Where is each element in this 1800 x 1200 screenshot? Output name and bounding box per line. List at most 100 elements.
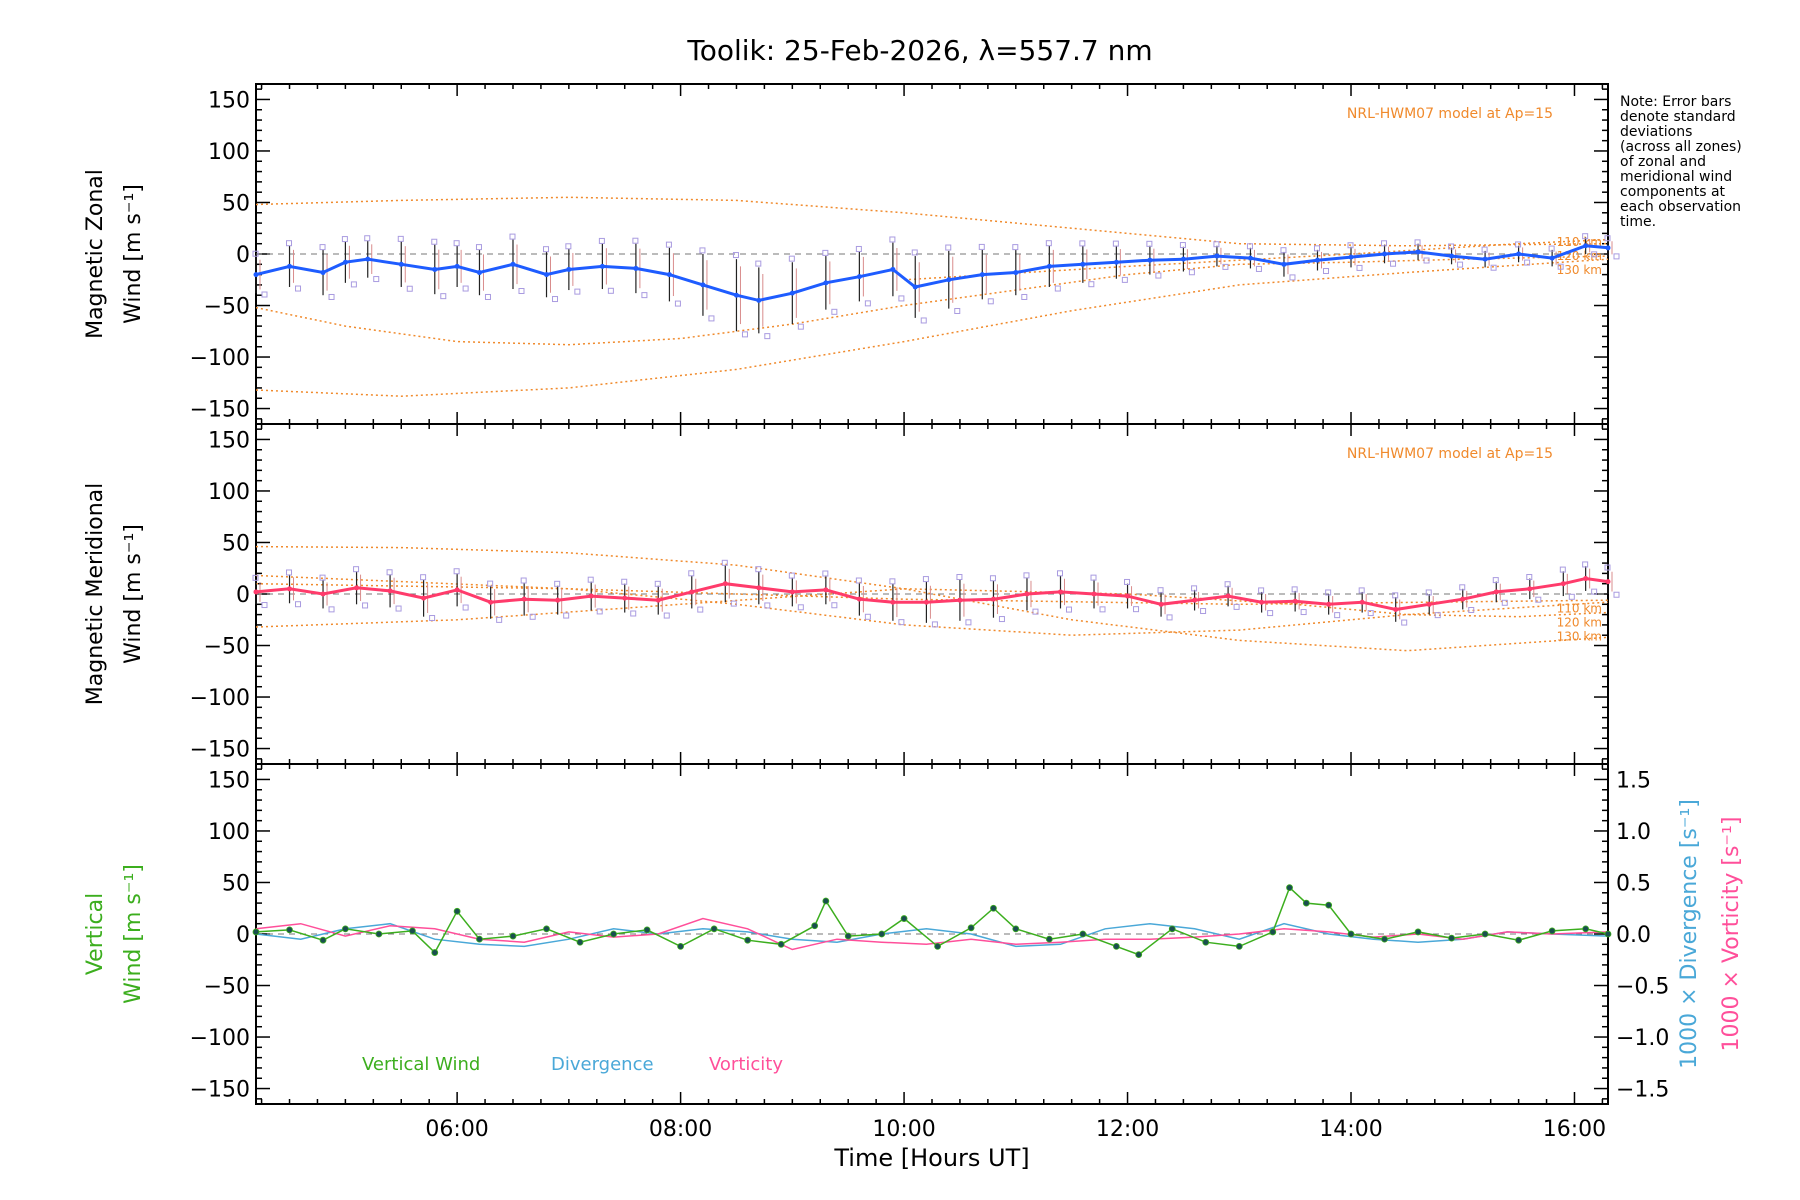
zone-marker xyxy=(328,606,335,613)
zone-marker xyxy=(1088,281,1095,288)
zone-marker xyxy=(1481,246,1488,253)
zone-marker xyxy=(319,244,326,251)
meridional-wind-point xyxy=(488,599,494,605)
zone-marker xyxy=(1492,577,1499,584)
meridional-wind-point xyxy=(1225,593,1231,599)
zonal-wind-point xyxy=(599,263,605,269)
vertical-wind-point xyxy=(1112,942,1120,950)
zone-marker xyxy=(1032,608,1039,615)
vertical-wind-point xyxy=(1235,942,1243,950)
vertical-wind-point xyxy=(811,922,819,930)
zone-marker xyxy=(864,613,871,620)
zone-marker xyxy=(708,315,715,322)
zone-marker xyxy=(822,249,829,256)
zonal-wind-point xyxy=(666,272,672,278)
vertical-wind-point xyxy=(252,928,260,936)
zone-marker xyxy=(788,572,795,579)
zonal-wind-point xyxy=(1080,261,1086,267)
zone-marker xyxy=(397,235,404,242)
note-line: each observation xyxy=(1620,199,1742,215)
zone-marker xyxy=(1425,589,1432,596)
zone-marker xyxy=(543,246,550,253)
zone-marker xyxy=(1356,264,1363,271)
x-tick-label: 06:00 xyxy=(425,1117,488,1142)
zone-marker xyxy=(632,237,639,244)
zonal-wind-point xyxy=(544,272,550,278)
meridional-wind-point xyxy=(923,599,929,605)
meridional-wind-point xyxy=(1583,576,1589,582)
vertical-wind-point xyxy=(1604,930,1612,938)
meridional-wind-point xyxy=(521,596,527,602)
meridional-wind-point xyxy=(354,585,360,591)
right-y-tick-label: 1.5 xyxy=(1616,768,1651,793)
divergence-line xyxy=(255,922,1609,948)
zone-marker xyxy=(520,577,527,584)
zone-marker xyxy=(1267,610,1274,617)
zone-marker xyxy=(475,244,482,251)
y-tick-label: 0 xyxy=(236,923,250,948)
meridional-wind-point xyxy=(1560,581,1566,587)
chart-title: Toolik: 25-Feb-2026, λ=557.7 nm xyxy=(686,34,1152,67)
zone-marker xyxy=(922,576,929,583)
legend-vorticity: Vorticity xyxy=(709,1054,783,1075)
vertical-wind-point xyxy=(777,940,785,948)
legend-vertical-wind: Vertical Wind xyxy=(362,1054,480,1075)
zone-marker xyxy=(1448,243,1455,250)
zone-marker xyxy=(889,578,896,585)
meridional-wind-point xyxy=(957,597,963,603)
zone-marker xyxy=(1056,570,1063,577)
zonal-wind-point xyxy=(476,270,482,276)
zone-marker xyxy=(440,293,447,300)
vertical-wind-point xyxy=(934,942,941,950)
meridional-wind-point xyxy=(890,599,896,605)
meridional-wind-point xyxy=(1359,599,1365,605)
zone-marker xyxy=(788,255,795,262)
zone-marker xyxy=(855,577,862,584)
zone-marker xyxy=(1289,274,1296,281)
zone-marker xyxy=(1166,614,1173,621)
zone-marker xyxy=(721,559,728,566)
zone-marker xyxy=(362,602,369,609)
vertical-wind-point xyxy=(576,938,584,946)
zone-marker xyxy=(764,333,771,340)
panel-vertical: −150 −100 −50 0 50 100 150 −1.5 −1.0 −0.5 0.0 0.5 1.… xyxy=(190,764,1669,1104)
vertical-wind-point xyxy=(1286,884,1293,892)
zonal-wind-point xyxy=(789,290,795,296)
zone-marker xyxy=(1468,606,1475,613)
zone-marker xyxy=(732,252,739,259)
x-tick-labels: 06:00 08:00 10:00 12:00 14:00 16:00 xyxy=(425,1117,1606,1142)
zonal-wind-point xyxy=(946,277,952,283)
zone-marker xyxy=(764,602,771,609)
meridional-wind-point xyxy=(1125,593,1131,599)
zone-marker xyxy=(261,291,268,298)
vertical-wind-point xyxy=(1045,935,1053,943)
zone-marker xyxy=(1582,233,1589,240)
y-tick-label: −150 xyxy=(190,1078,250,1103)
meridional-wind-point xyxy=(320,591,326,597)
meridional-wind-point xyxy=(1460,596,1466,602)
note-line: time. xyxy=(1620,214,1657,230)
vertical-wind-point xyxy=(1515,936,1523,944)
zone-marker xyxy=(453,240,460,247)
vertical-wind-point xyxy=(1302,899,1310,907)
meridional-wind-point xyxy=(454,587,460,593)
meridional-wind-point xyxy=(253,589,259,595)
zonal-wind-point xyxy=(1583,243,1589,249)
y-tick-label: 0 xyxy=(236,243,250,268)
vertical-wind-point xyxy=(900,915,908,922)
zonal-wind-line xyxy=(255,244,1609,302)
vertical-wind-point xyxy=(1202,938,1210,946)
zonal-wind-point xyxy=(912,284,918,290)
meridional-wind-point xyxy=(1024,591,1030,597)
zone-marker xyxy=(965,619,972,626)
zone-marker xyxy=(1414,239,1421,246)
zonal-wind-point xyxy=(320,270,326,276)
zone-marker xyxy=(1121,276,1128,283)
vertical-wind-point xyxy=(1168,925,1176,933)
zone-marker xyxy=(741,331,748,338)
meridional-wind-point xyxy=(1292,598,1298,604)
zonal-wind-point xyxy=(1449,253,1455,259)
zone-marker xyxy=(1524,259,1531,266)
vertical-wind-line xyxy=(255,886,1609,956)
